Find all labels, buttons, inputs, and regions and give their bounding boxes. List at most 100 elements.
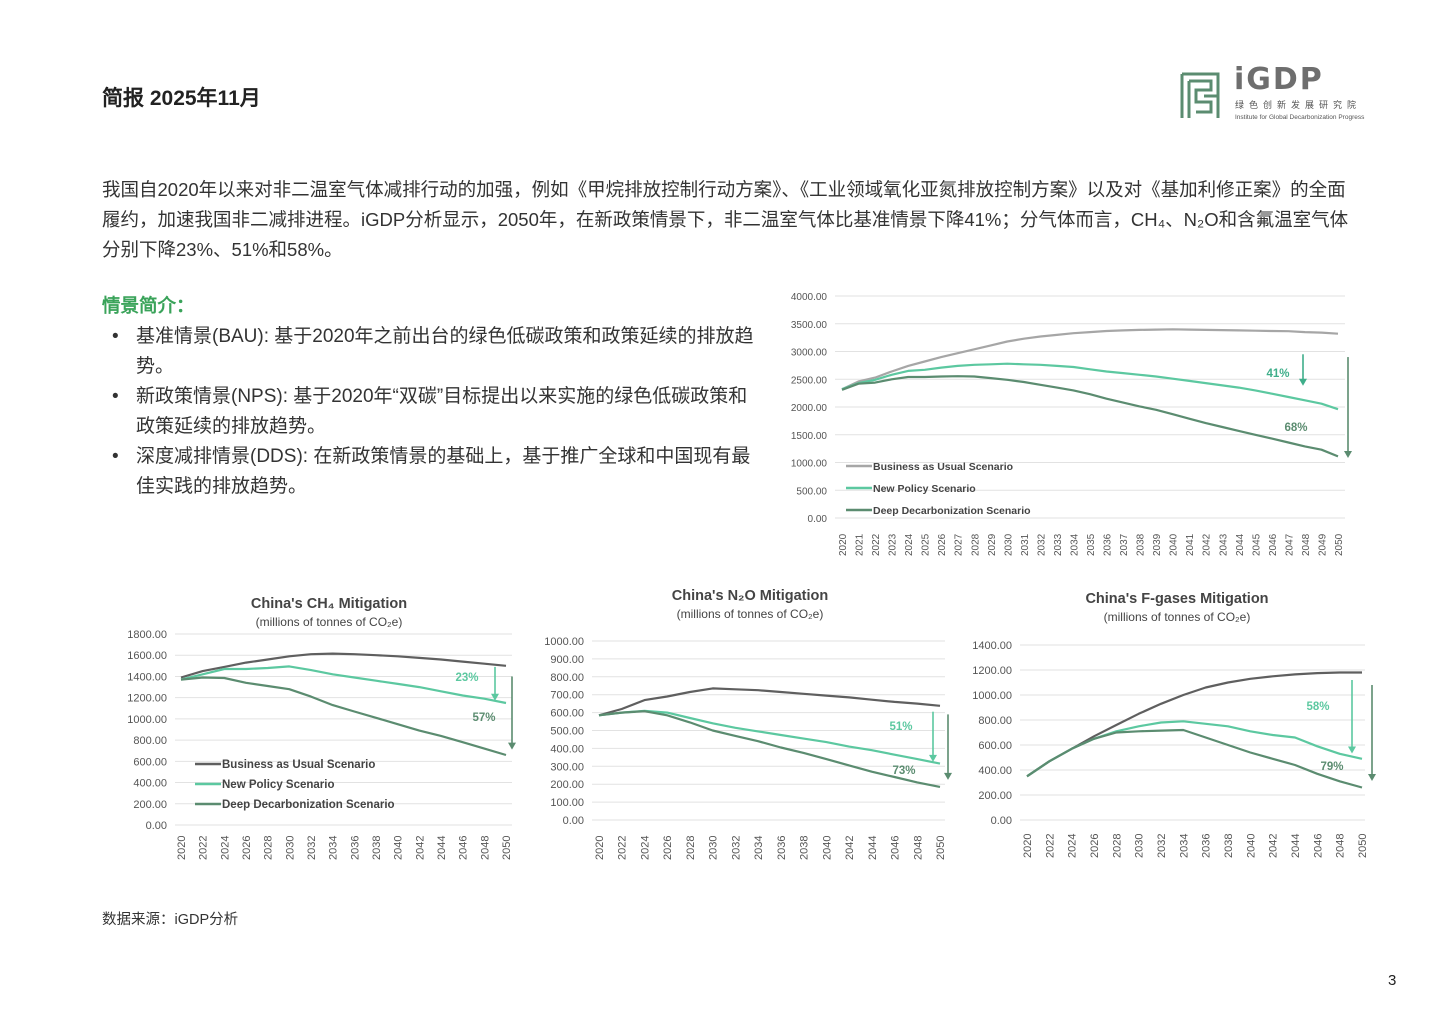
chart-subtitle: (millions of tonnes of CO₂e) [1104,610,1251,624]
reduction-percent-label: 68% [1284,422,1307,434]
arrow-head-icon [944,772,952,780]
x-tick-label: 2028 [263,836,275,860]
x-tick-label: 2034 [1069,533,1080,556]
x-tick-label: 2020 [176,836,188,860]
y-tick-label: 200.00 [978,790,1012,802]
series-line-dds [598,710,941,788]
x-tick-label: 2036 [1201,834,1213,858]
x-tick-label: 2024 [904,533,915,556]
reduction-percent-label: 79% [1320,761,1343,773]
x-tick-label: 2026 [1089,834,1101,858]
intro-paragraph: 我国自2020年以来对非二温室气体减排行动的加强，例如《甲烷排放控制行动方案》、… [102,179,1349,260]
x-tick-label: 2048 [479,836,491,860]
x-tick-label: 2024 [219,836,231,860]
x-tick-label: 2046 [890,836,902,860]
x-tick-label: 2049 [1317,533,1328,556]
chart-2: China's N₂O Mitigation (millions of tonne… [544,588,952,860]
logo-en-name: Institute for Global Decarbonization Pro… [1235,114,1365,121]
arrow-head-icon [1348,746,1356,754]
legend-label: New Policy Scenario [873,483,976,495]
x-tick-label: 2021 [855,533,866,556]
y-tick-label: 0.00 [563,815,584,827]
arrow-head-icon [1368,774,1376,781]
series-line-nps [180,665,507,705]
y-tick-label: 400.00 [978,765,1012,777]
x-tick-label: 2046 [1312,834,1324,858]
series-line-nps [598,709,941,765]
series-line-nps [841,362,1339,411]
x-tick-label: 2038 [1136,533,1147,556]
x-tick-label: 2022 [1044,834,1056,858]
x-tick-label: 2040 [821,836,833,860]
x-tick-label: 2042 [844,836,856,860]
legend-label: Business as Usual Scenario [873,461,1013,473]
x-tick-label: 2034 [328,836,340,860]
x-tick-label: 2031 [1020,533,1031,556]
scenario-item-dds: 深度减排情景(DDS): 在新政策情景的基础上，基于推广全球和中国现有最佳实践的… [112,442,762,502]
series-line-dds [1026,728,1363,789]
chart-0: 0.00 500.00 1000.00 1500.00 2000.00 2500.00 30… [791,292,1352,556]
chart-title: China's N₂O Mitigation [672,588,829,604]
series-line-bau [598,687,941,717]
y-tick-label: 1400.00 [127,671,167,683]
x-tick-label: 2048 [1301,533,1312,556]
y-tick-label: 0.00 [991,815,1012,827]
x-tick-label: 2038 [371,836,383,860]
y-tick-label: 1000.00 [972,690,1012,702]
series-line-bau [180,652,507,679]
arrow-head-icon [1299,378,1307,386]
y-tick-label: 1800.00 [127,629,167,641]
x-tick-label: 2046 [458,836,470,860]
x-tick-label: 2032 [730,836,742,860]
y-tick-label: 600.00 [133,756,167,768]
x-tick-label: 2040 [1245,834,1257,858]
chart-1: China's CH₄ Mitigation (millions of tonne… [127,596,516,860]
y-tick-label: 1000.00 [127,714,167,726]
y-tick-label: 1000.00 [544,636,584,648]
x-tick-label: 2035 [1086,533,1097,556]
x-tick-label: 2026 [662,836,674,860]
legend-label: Deep Decarbonization Scenario [873,505,1031,517]
legend-label: Deep Decarbonization Scenario [222,799,395,811]
x-tick-label: 2050 [935,836,947,860]
x-tick-label: 2044 [436,836,448,860]
y-tick-label: 1400.00 [972,640,1012,652]
y-tick-label: 800.00 [978,715,1012,727]
x-tick-label: 2040 [393,836,405,860]
x-tick-label: 2022 [198,836,210,860]
y-tick-label: 4000.00 [791,292,828,303]
y-tick-label: 3000.00 [791,348,828,359]
x-tick-label: 2044 [1290,834,1302,858]
x-tick-label: 2026 [937,533,948,556]
x-tick-label: 2030 [708,836,720,860]
x-tick-label: 2032 [1156,834,1168,858]
x-tick-label: 2026 [241,836,253,860]
arrow-head-icon [1344,450,1352,458]
x-tick-label: 2039 [1152,533,1163,556]
reduction-percent-label: 73% [892,765,915,777]
x-tick-label: 2038 [799,836,811,860]
legend-label: Business as Usual Scenario [222,759,375,771]
x-tick-label: 2028 [1111,834,1123,858]
legend-label: New Policy Scenario [222,779,335,791]
page-header-title: 简报 2025年11月 [102,87,261,110]
logo-cn-name: 绿色创新发展研究院 [1235,100,1362,110]
series-line-dds [841,375,1339,458]
series-line-bau [841,328,1339,391]
igdp-logo: iGDP 绿色创新发展研究院 Institute for Global Deca… [1180,64,1364,124]
y-tick-label: 700.00 [550,690,584,702]
y-tick-label: 2000.00 [791,403,828,414]
x-tick-label: 2032 [306,836,318,860]
x-tick-label: 2022 [871,533,882,556]
x-tick-label: 2034 [1178,834,1190,858]
x-tick-label: 2030 [1003,533,1014,556]
chart-subtitle: (millions of tonnes of CO₂e) [256,615,403,629]
scenario-item-bau: 基准情景(BAU): 基于2020年之前出台的绿色低碳政策和政策延续的排放趋势。 [112,322,762,382]
scenarios-list: 基准情景(BAU): 基于2020年之前出台的绿色低碳政策和政策延续的排放趋势。… [112,322,762,502]
x-tick-label: 2044 [867,836,879,860]
x-tick-label: 2030 [284,836,296,860]
reduction-percent-label: 58% [1306,701,1329,713]
x-tick-label: 2025 [921,533,932,556]
series-line-nps [1026,720,1363,778]
